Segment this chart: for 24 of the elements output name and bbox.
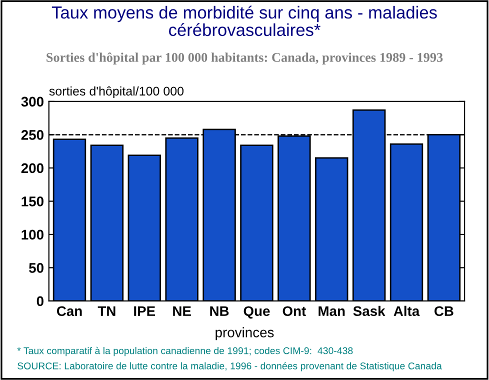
x-tick-label: IPE xyxy=(134,306,156,316)
x-tick-label: Can xyxy=(56,306,82,316)
x-tick-label: NB xyxy=(210,306,229,316)
x-tick-label: Sask xyxy=(353,306,386,316)
source-note: SOURCE: Laboratoire de lutte contre la maladie, 1996 - données provenant de Statistique Canada xyxy=(18,362,442,372)
x-tick-label: Ont xyxy=(282,306,306,316)
y-tick-label: 0 xyxy=(36,296,44,306)
y-tick-label: 250 xyxy=(21,130,44,140)
x-tick-label: TN xyxy=(98,306,116,316)
y-tick-label: 300 xyxy=(21,96,44,107)
chart-title: Taux moyens de morbidité sur cinq ans - maladies cérébrovasculaires* xyxy=(52,6,437,36)
y-tick-label: 150 xyxy=(22,196,44,206)
x-tick-label: CB xyxy=(434,306,454,316)
x-tick-label: Man xyxy=(318,306,345,316)
y-tick-label: 100 xyxy=(22,230,44,240)
y-tick-label: 200 xyxy=(21,163,44,174)
text: * Taux comparatif à la population canadienne de 1991; codes CIM-9: 430-438 xyxy=(17,346,353,356)
x-tick-label: Que xyxy=(244,306,270,319)
x-axis-title: provinces xyxy=(216,327,274,340)
y-axis-title: sorties d'hôpital/100 000 xyxy=(49,86,184,98)
chart-subtitle: Sorties d'hôpital par 100 000 habitants: Canada, provinces 1989 - 1993 xyxy=(46,52,443,65)
x-tick-label: Alta xyxy=(394,306,420,316)
x-tick-label: NE xyxy=(173,306,191,316)
y-tick-label: 50 xyxy=(29,263,44,273)
